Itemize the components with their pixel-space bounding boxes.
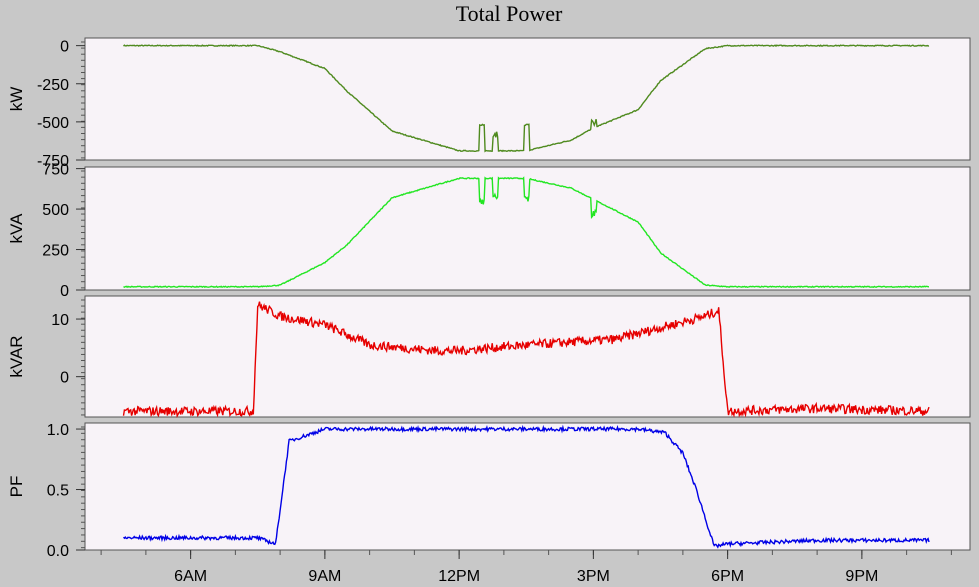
x-axis: 6AM 9AM 12PM 3PM 6PM 9PM <box>100 550 952 585</box>
y-axis-label: kW <box>7 87 26 112</box>
panel-kw: 0 -250 -500 -750 kW <box>7 37 971 170</box>
panel-pf: 1.0 0.5 0.0 PF <box>7 422 971 560</box>
y-axis-label: PF <box>7 476 26 498</box>
y-axis-label: kVAR <box>7 335 26 377</box>
y-tick-label: 0 <box>60 283 69 300</box>
y-tick-label: 1.0 <box>47 422 69 439</box>
plot-area <box>84 422 971 551</box>
chart-panels: 0 -250 -500 -750 kW 750 500 250 0 kVA 10 0 kVAR 1.0 0.… <box>7 37 971 560</box>
y-tick-label: 0 <box>60 370 69 387</box>
x-tick-label: 6AM <box>174 568 207 585</box>
chart-title: Total Power <box>456 1 563 26</box>
y-tick-label: 0.0 <box>47 543 69 560</box>
y-tick-label: 500 <box>42 202 69 219</box>
x-tick-label: 3PM <box>577 568 610 585</box>
x-tick-label: 9AM <box>308 568 341 585</box>
x-tick-label: 9PM <box>845 568 878 585</box>
series-line-kvar <box>122 301 930 418</box>
x-tick-label: 12PM <box>438 568 480 585</box>
y-axis-label: kVA <box>7 213 26 244</box>
series-line-pf <box>122 424 930 549</box>
y-tick-label: 0 <box>60 39 69 56</box>
y-tick-label: 250 <box>42 243 69 260</box>
series-line-kw <box>123 44 930 153</box>
plot-area <box>84 295 971 418</box>
y-tick-label: -250 <box>37 77 69 94</box>
y-tick-label: -750 <box>37 153 69 170</box>
plot-area <box>84 166 971 291</box>
y-tick-label: -500 <box>37 115 69 132</box>
series-line-kva <box>123 176 930 289</box>
panel-kva: 750 500 250 0 kVA <box>7 162 971 300</box>
panel-kvar: 10 0 kVAR <box>7 295 971 418</box>
y-tick-label: 10 <box>51 312 69 329</box>
x-tick-label: 6PM <box>711 568 744 585</box>
y-tick-label: 0.5 <box>47 483 69 500</box>
y-tick-label: 750 <box>42 162 69 179</box>
plot-area <box>84 37 971 161</box>
